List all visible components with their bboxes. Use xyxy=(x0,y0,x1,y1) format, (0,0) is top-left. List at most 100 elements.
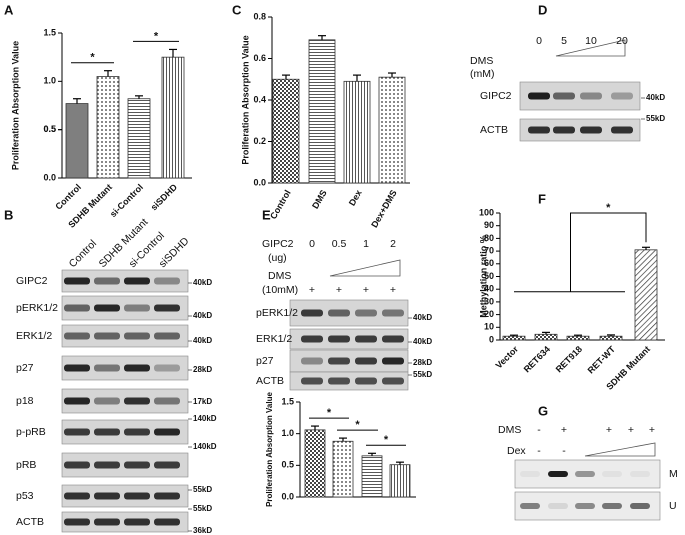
size-marker: 28kD xyxy=(413,358,432,367)
significance: * xyxy=(327,407,332,419)
y-tick-label: 50 xyxy=(484,271,494,281)
treatment-mark: + xyxy=(628,424,634,436)
treatment-label: DMS xyxy=(268,270,291,282)
row-label: pRB xyxy=(16,459,36,471)
band xyxy=(520,503,540,509)
band xyxy=(94,364,120,372)
row-label: p27 xyxy=(16,362,34,374)
band xyxy=(382,377,404,385)
treatment-mark: + xyxy=(606,424,612,436)
panel-label: C xyxy=(232,2,242,17)
bar xyxy=(343,80,371,184)
row-label: ERK1/2 xyxy=(256,333,292,345)
treatment-mark: + xyxy=(309,284,315,296)
gel-strip xyxy=(514,459,661,489)
panel-label: D xyxy=(538,2,547,17)
y-tick-label: 60 xyxy=(484,258,494,268)
y-tick-label: 80 xyxy=(484,233,494,243)
band xyxy=(154,304,180,312)
band xyxy=(630,503,650,509)
row-label: Dex xyxy=(507,445,526,457)
panel-label: F xyxy=(538,191,546,206)
bar xyxy=(127,98,151,179)
bar xyxy=(332,440,354,498)
y-tick-label: 30 xyxy=(484,296,494,306)
band xyxy=(64,461,90,469)
bar xyxy=(361,455,383,498)
bar xyxy=(502,335,526,341)
row-label: p53 xyxy=(16,490,34,502)
row-label: ACTB xyxy=(256,375,284,387)
band xyxy=(328,377,350,385)
y-axis-label: Methylation ratio % xyxy=(478,235,488,318)
band xyxy=(94,428,120,436)
band xyxy=(124,518,150,526)
row-label: DMS xyxy=(498,424,521,436)
size-marker: 40kD xyxy=(413,313,432,322)
band xyxy=(124,304,150,312)
treatment-unit: (10mM) xyxy=(262,284,298,296)
significance: * xyxy=(384,434,389,446)
size-marker: 40kD xyxy=(193,311,212,320)
band xyxy=(64,304,90,312)
band xyxy=(611,126,633,134)
row-label: GIPC2 xyxy=(480,90,512,102)
band xyxy=(64,518,90,526)
band xyxy=(154,518,180,526)
y-axis-label: Proliferation Absorption Value xyxy=(240,35,250,164)
row-label: ERK1/2 xyxy=(16,330,52,342)
bar xyxy=(389,464,411,498)
dose-label: 5 xyxy=(561,35,567,47)
band xyxy=(575,503,595,509)
y-tick-label: 1.5 xyxy=(281,396,294,406)
y-tick-label: 70 xyxy=(484,245,494,255)
size-marker: 55kD xyxy=(413,370,432,379)
band xyxy=(64,332,90,340)
y-tick-label: 0.6 xyxy=(253,53,266,63)
significance: * xyxy=(606,202,611,214)
band xyxy=(64,428,90,436)
treatment-unit: (mM) xyxy=(470,68,495,80)
band xyxy=(124,277,150,285)
band xyxy=(124,461,150,469)
band xyxy=(94,461,120,469)
size-marker: 55kD xyxy=(193,485,212,494)
band xyxy=(64,277,90,285)
row-label: p27 xyxy=(256,355,274,367)
y-tick-label: 20 xyxy=(484,309,494,319)
band xyxy=(301,335,323,343)
band xyxy=(124,492,150,500)
band xyxy=(548,471,568,477)
band xyxy=(382,357,404,365)
size-marker: 55kD xyxy=(646,114,665,123)
band xyxy=(520,471,540,477)
panel-label: G xyxy=(538,403,548,418)
size-marker: 40kD xyxy=(193,278,212,287)
row-label: GIPC2 xyxy=(16,275,48,287)
band xyxy=(94,397,120,405)
bar xyxy=(378,76,406,184)
treatment-mark: + xyxy=(390,284,396,296)
dose-label: 0 xyxy=(309,238,315,250)
y-tick-label: 10 xyxy=(484,322,494,332)
dose-label: 0.5 xyxy=(332,238,347,250)
band xyxy=(154,397,180,405)
size-marker: 28kD xyxy=(193,365,212,374)
band xyxy=(575,471,595,477)
band xyxy=(124,397,150,405)
band xyxy=(328,357,350,365)
band xyxy=(580,92,602,100)
y-tick-label: 0.5 xyxy=(43,124,56,134)
band xyxy=(64,364,90,372)
band xyxy=(94,332,120,340)
treatment-mark: - xyxy=(537,424,541,436)
bracket xyxy=(570,212,647,292)
treatment-mark: + xyxy=(649,424,655,436)
dose-wedge xyxy=(555,39,626,57)
bar xyxy=(161,56,185,179)
panel-label: B xyxy=(4,207,13,222)
y-tick-label: 90 xyxy=(484,220,494,230)
size-marker: 140kD xyxy=(193,442,217,451)
band xyxy=(94,304,120,312)
y-tick-label: 0 xyxy=(489,334,494,344)
